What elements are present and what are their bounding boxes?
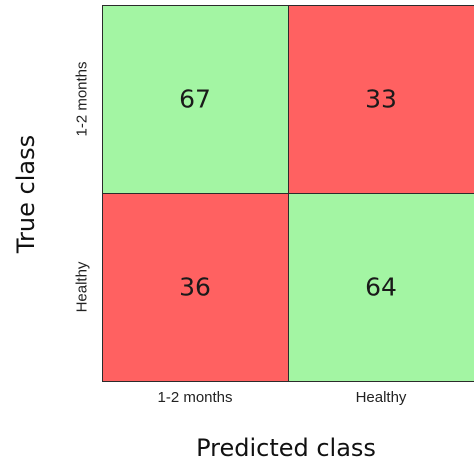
x-tick-label: 1-2 months [157,389,233,406]
cell-value-r0-c1: 33 [365,84,397,114]
y-axis-label: True class [12,134,40,254]
cell-value-r0-c0: 67 [179,84,211,114]
matrix-cell-r0-c0 [102,5,289,194]
y-tick-label: 1-2 months [73,61,91,137]
matrix-cell-r1-c0 [102,193,289,382]
x-tick-label: Healthy [355,389,407,406]
matrix-cell-r1-c1 [288,193,474,382]
x-axis-label: Predicted class [196,434,376,462]
cell-value-r1-c1: 64 [365,272,397,302]
matrix-cell-r0-c1 [288,5,474,194]
cell-value-r1-c0: 36 [179,272,211,302]
y-tick-label: Healthy [73,261,91,313]
